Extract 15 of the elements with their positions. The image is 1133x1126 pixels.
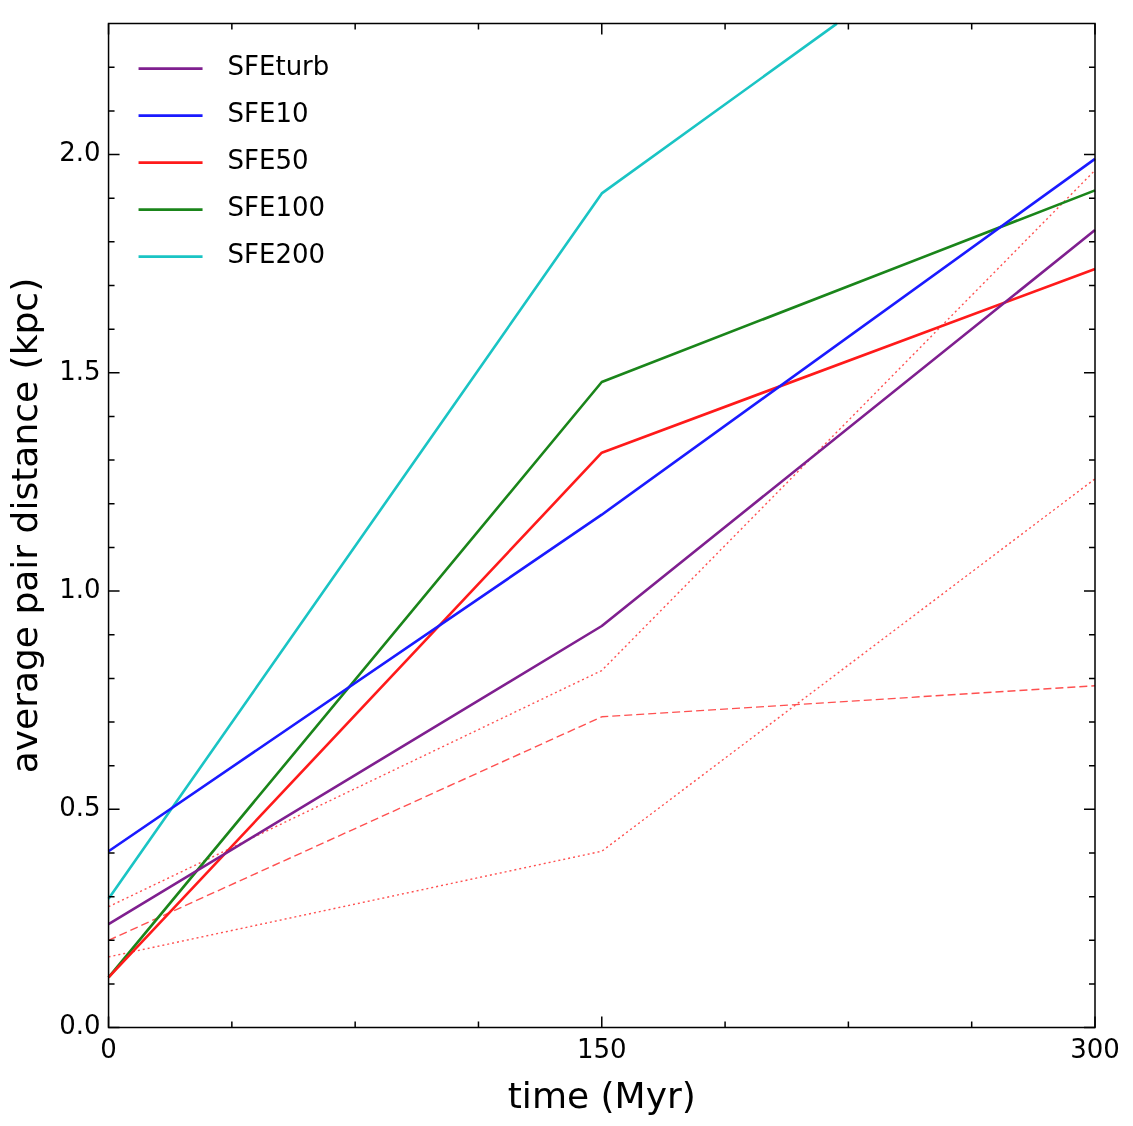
y-tick-label: 2.0 bbox=[59, 137, 101, 168]
y-tick-label: 1.5 bbox=[59, 355, 101, 386]
y-tick-label: 0.0 bbox=[59, 1010, 101, 1041]
x-tick-label: 300 bbox=[1070, 1033, 1120, 1064]
legend-label: SFE100 bbox=[227, 192, 326, 223]
y-axis-title: average pair distance (kpc) bbox=[3, 277, 45, 774]
y-tick-label: 0.5 bbox=[59, 792, 101, 823]
x-axis-title: time (Myr) bbox=[507, 1074, 696, 1116]
y-tick-label: 1.0 bbox=[59, 573, 101, 604]
legend-label: SFE50 bbox=[227, 145, 309, 176]
legend-label: SFEturb bbox=[227, 51, 330, 82]
x-tick-label: 150 bbox=[576, 1033, 627, 1064]
legend-label: SFE10 bbox=[227, 98, 309, 129]
x-tick-label: 0 bbox=[100, 1033, 117, 1064]
legend-label: SFE200 bbox=[227, 239, 326, 270]
